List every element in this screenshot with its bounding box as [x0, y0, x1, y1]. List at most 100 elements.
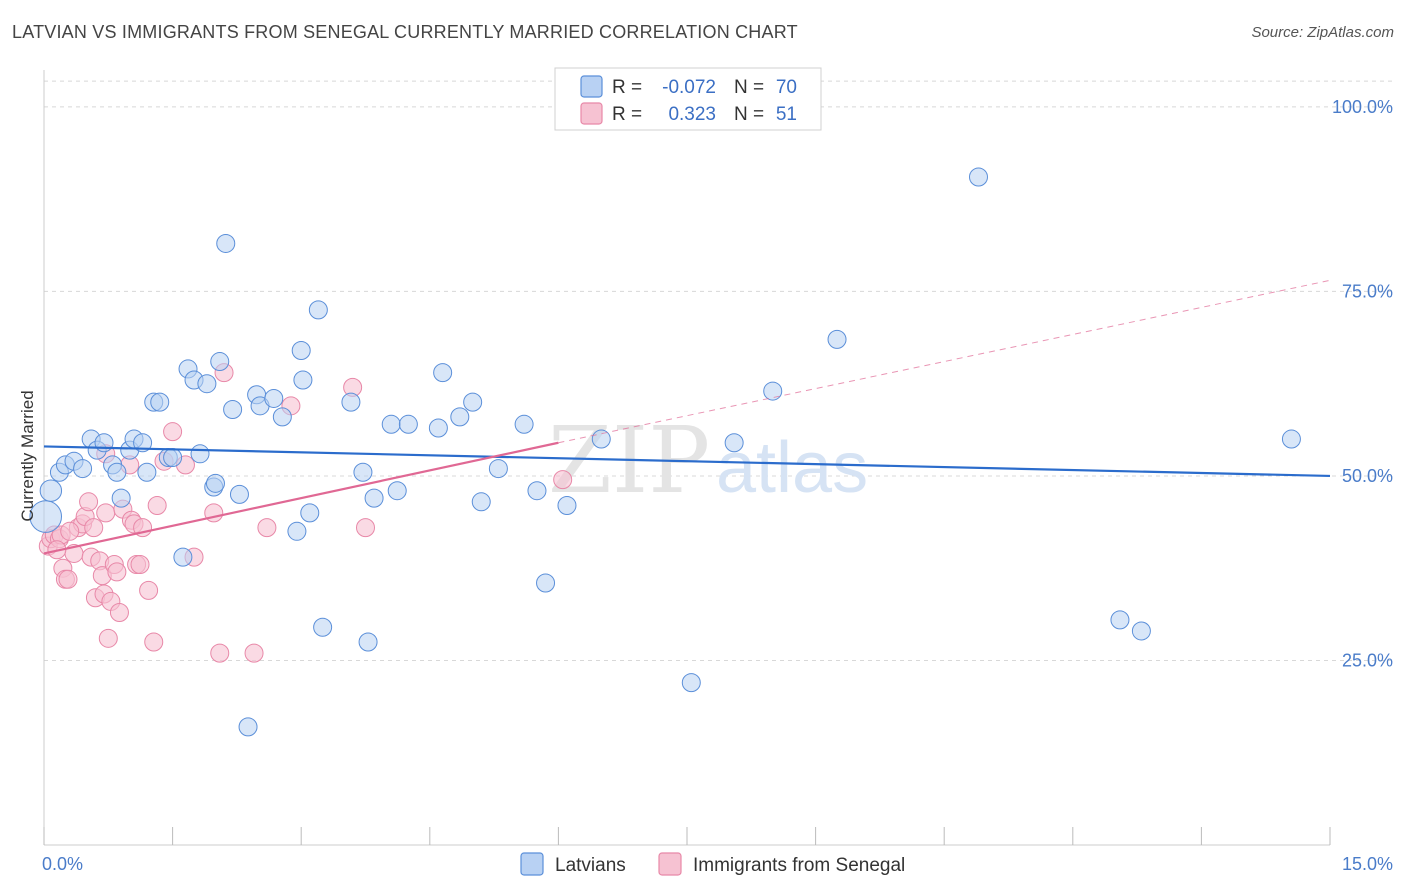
latvian-point-28 — [216, 233, 236, 253]
latvian-point-37 — [291, 340, 311, 360]
latvian-point-11 — [111, 488, 131, 508]
latvian-point-64 — [968, 167, 988, 187]
latvian-trend-line — [43, 445, 1331, 478]
senegal-point-12 — [79, 492, 99, 512]
senegal-point-23 — [107, 562, 127, 582]
latvian-point-45 — [364, 488, 384, 508]
latvian-point-47 — [387, 481, 407, 501]
y-tick-labels: 25.0% 50.0% 75.0% 100.0% — [1332, 97, 1393, 671]
latvian-point-62 — [763, 381, 783, 401]
senegal-point-48 — [60, 521, 80, 541]
senegal-point-49 — [553, 470, 573, 490]
latvian-point-23 — [190, 444, 210, 464]
bottom-legend-swatch-latvians — [520, 852, 544, 876]
bottom-legend-senegal: Immigrants from Senegal — [693, 855, 905, 876]
latvian-point-55 — [514, 414, 534, 434]
latvian-point-60 — [681, 673, 701, 693]
x-tick-labels: 0.0% 15.0% — [42, 854, 1393, 874]
senegal-point-36 — [163, 422, 183, 442]
senegal-point-14 — [84, 518, 104, 538]
legend-n-label-2: N = — [734, 104, 764, 125]
legend-r-label-1: R = — [612, 77, 642, 98]
latvian-point-0 — [29, 500, 63, 533]
latvian-point-30 — [229, 484, 249, 504]
x-tick-label-0: 0.0% — [42, 854, 83, 874]
senegal-point-46 — [356, 518, 375, 538]
latvian-point-43 — [353, 462, 373, 482]
latvian-point-53 — [471, 492, 491, 512]
latvian-point-20 — [173, 547, 193, 567]
senegal-point-41 — [210, 643, 230, 663]
latvian-point-26 — [205, 473, 225, 493]
senegal-point-33 — [144, 632, 164, 652]
latvian-point-54 — [488, 459, 508, 479]
senegal-point-20 — [98, 628, 118, 648]
y-tick-label-0: 25.0% — [1342, 650, 1393, 670]
latvian-point-40 — [308, 300, 328, 320]
legend-n-value-1: 70 — [776, 77, 797, 98]
y-tick-label-3: 100.0% — [1332, 97, 1393, 117]
latvian-point-49 — [428, 418, 448, 438]
y-axis-title: Currently Married — [18, 390, 37, 521]
latvian-point-36 — [287, 521, 307, 541]
legend-r-label-2: R = — [612, 104, 642, 125]
latvian-point-14 — [133, 433, 153, 453]
latvian-point-57 — [536, 573, 556, 593]
bottom-legend-latvians: Latvians — [555, 855, 626, 876]
legend-n-label-1: N = — [734, 77, 764, 98]
senegal-point-32 — [139, 580, 159, 600]
latvian-point-35 — [272, 407, 292, 427]
latvian-point-65 — [1110, 610, 1130, 630]
grid-lines — [44, 80, 1392, 661]
latvian-point-56 — [527, 481, 547, 501]
latvian-point-46 — [381, 414, 401, 434]
chart-title: LATVIAN VS IMMIGRANTS FROM SENEGAL CURRE… — [12, 22, 798, 42]
bottom-legend-swatch-senegal — [658, 852, 682, 876]
source-label: Source: ZipAtlas.com — [1251, 24, 1394, 41]
senegal-point-7 — [58, 569, 78, 589]
latvian-point-29 — [223, 400, 243, 420]
legend-swatch-senegal — [580, 102, 603, 125]
series-legend: Latvians Immigrants from Senegal — [520, 852, 905, 876]
stats-legend: R = -0.072 N = 70 R = 0.323 N = 51 — [554, 67, 822, 131]
trend-lines — [43, 279, 1331, 555]
senegal-point-42 — [244, 643, 264, 663]
latvian-points — [29, 167, 1301, 737]
y-tick-label-1: 50.0% — [1342, 466, 1393, 486]
latvian-point-17 — [150, 392, 170, 412]
latvian-point-27 — [210, 352, 230, 372]
senegal-trend-line — [43, 441, 559, 555]
latvian-point-5 — [73, 459, 93, 479]
latvian-point-41 — [313, 617, 333, 637]
latvian-point-66 — [1131, 621, 1151, 641]
legend-swatch-latvians — [580, 75, 603, 98]
latvian-point-58 — [557, 495, 577, 515]
latvian-point-24 — [197, 374, 217, 394]
latvian-point-61 — [724, 433, 744, 453]
latvian-point-52 — [463, 392, 483, 412]
latvian-point-67 — [1281, 429, 1301, 449]
latvian-point-63 — [827, 329, 847, 349]
senegal-point-30 — [130, 555, 150, 575]
latvian-point-1 — [39, 479, 63, 502]
latvian-point-39 — [300, 503, 320, 523]
senegal-point-43 — [257, 518, 277, 538]
axes — [43, 70, 1331, 846]
x-tick-label-1: 15.0% — [1342, 854, 1393, 874]
latvian-point-10 — [107, 462, 127, 482]
y-tick-label-2: 75.0% — [1342, 281, 1393, 301]
latvian-point-44 — [358, 632, 378, 652]
senegal-point-19 — [96, 503, 116, 523]
latvian-point-42 — [341, 392, 361, 412]
watermark: ZIP atlas — [548, 407, 868, 514]
senegal-point-24 — [109, 603, 129, 622]
latvian-point-15 — [137, 462, 157, 482]
legend-r-value-1: -0.072 — [662, 77, 716, 98]
latvian-point-31 — [238, 717, 258, 737]
latvian-point-38 — [293, 370, 313, 390]
latvian-point-59 — [591, 429, 611, 449]
latvian-point-51 — [450, 407, 470, 427]
legend-r-value-2: 0.323 — [668, 104, 716, 125]
senegal-point-34 — [147, 495, 167, 515]
